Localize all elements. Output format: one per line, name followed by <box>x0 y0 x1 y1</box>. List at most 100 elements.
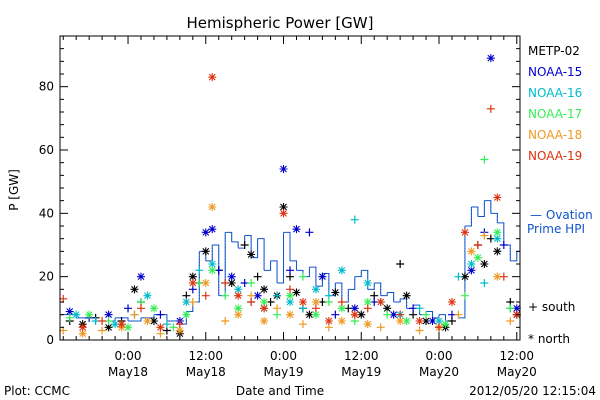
data-point-north <box>253 291 262 300</box>
data-point-north <box>188 279 197 287</box>
data-point-south <box>415 326 424 335</box>
data-point-north <box>286 291 294 300</box>
data-point-north <box>117 320 126 329</box>
data-point-north <box>493 234 502 243</box>
data-point-north <box>260 317 269 325</box>
data-point-north <box>260 285 269 294</box>
data-point-south <box>331 310 340 319</box>
data-point-north <box>376 298 385 306</box>
data-point-south <box>240 241 249 249</box>
data-point-south <box>156 310 165 319</box>
x-tick-label-time: 0:00 <box>115 349 142 363</box>
data-point-north <box>104 323 113 332</box>
data-point-north <box>286 310 294 319</box>
legend-entry: NOAA-17 <box>528 107 582 121</box>
data-point-south <box>506 304 515 313</box>
data-point-north <box>260 304 269 313</box>
y-axis-label: P [GW] <box>7 169 21 211</box>
data-point-north <box>402 291 411 300</box>
data-point-north <box>467 260 476 268</box>
data-point-south <box>415 304 424 313</box>
footer-left: Plot: CCMC <box>4 384 70 398</box>
chart-title: Hemispheric Power [GW] <box>187 14 374 32</box>
data-point-north <box>473 253 482 262</box>
data-point-south <box>286 285 294 294</box>
data-point-north <box>149 317 158 325</box>
data-point-north <box>480 260 489 268</box>
marker-legend-south: + south <box>528 300 575 314</box>
data-point-north <box>357 310 366 319</box>
y-tick-label: 60 <box>39 143 54 157</box>
data-point-north <box>441 320 450 329</box>
data-point-north <box>389 310 398 319</box>
data-point-north <box>201 228 210 237</box>
ovation-legend-line2: Prime HPI <box>527 222 585 236</box>
data-point-north <box>311 285 320 294</box>
legend-entry: NOAA-18 <box>528 128 582 142</box>
data-point-south <box>253 272 262 281</box>
data-point-south <box>124 304 133 313</box>
data-point-north <box>208 203 217 211</box>
data-point-south <box>337 298 346 306</box>
y-tick-label: 20 <box>39 270 54 284</box>
data-point-north <box>486 54 495 63</box>
data-point-south <box>460 291 469 300</box>
data-point-south <box>247 298 256 306</box>
data-point-north <box>350 310 359 319</box>
data-point-north <box>124 323 133 332</box>
data-point-north <box>143 317 152 325</box>
data-point-south <box>499 272 508 281</box>
data-point-north <box>292 288 301 297</box>
x-tick-label-date: May19 <box>263 365 303 379</box>
data-point-north <box>512 304 521 313</box>
x-tick-label-time: 12:00 <box>499 349 534 363</box>
legend-entry: NOAA-19 <box>528 149 582 163</box>
data-point-north <box>350 304 359 313</box>
data-point-south <box>98 326 107 335</box>
data-point-south <box>454 310 463 319</box>
x-tick-label-time: 12:00 <box>188 349 223 363</box>
data-point-north <box>402 317 411 325</box>
x-tick-label-time: 12:00 <box>344 349 379 363</box>
data-point-north <box>149 304 158 313</box>
data-point-south <box>480 279 489 287</box>
data-point-south <box>175 320 184 329</box>
data-point-north <box>467 266 476 275</box>
data-point-north <box>227 272 236 281</box>
data-point-south <box>286 266 294 275</box>
data-point-north <box>363 279 372 287</box>
legend-entry: METP-02 <box>528 44 580 58</box>
data-point-north <box>208 260 217 268</box>
data-point-north <box>156 323 165 332</box>
data-point-north <box>460 272 469 281</box>
x-tick-label-date: May18 <box>186 365 226 379</box>
data-point-north <box>279 203 288 211</box>
data-point-north <box>415 317 424 325</box>
data-point-south <box>221 279 230 287</box>
data-point-north <box>136 272 145 281</box>
data-point-south <box>363 304 372 313</box>
data-point-south <box>136 304 145 313</box>
data-point-north <box>260 298 269 306</box>
data-point-north <box>331 288 340 297</box>
data-point-south <box>499 241 508 249</box>
data-point-south <box>396 310 405 319</box>
data-point-north <box>279 209 288 218</box>
data-point-south <box>324 298 333 306</box>
data-point-south <box>221 291 230 300</box>
data-point-north <box>72 310 81 319</box>
data-point-north <box>493 272 502 281</box>
data-point-north <box>305 310 314 319</box>
y-tick-label: 40 <box>39 206 54 220</box>
x-axis-label: Date and Time <box>236 384 324 398</box>
data-point-north <box>286 298 294 306</box>
data-point-north <box>337 304 346 313</box>
data-point-north <box>422 317 431 325</box>
data-point-north <box>234 310 243 319</box>
data-point-north <box>493 193 502 202</box>
data-point-north <box>428 317 437 325</box>
data-points <box>59 54 521 338</box>
data-point-north <box>65 307 74 316</box>
data-point-south <box>98 317 107 325</box>
